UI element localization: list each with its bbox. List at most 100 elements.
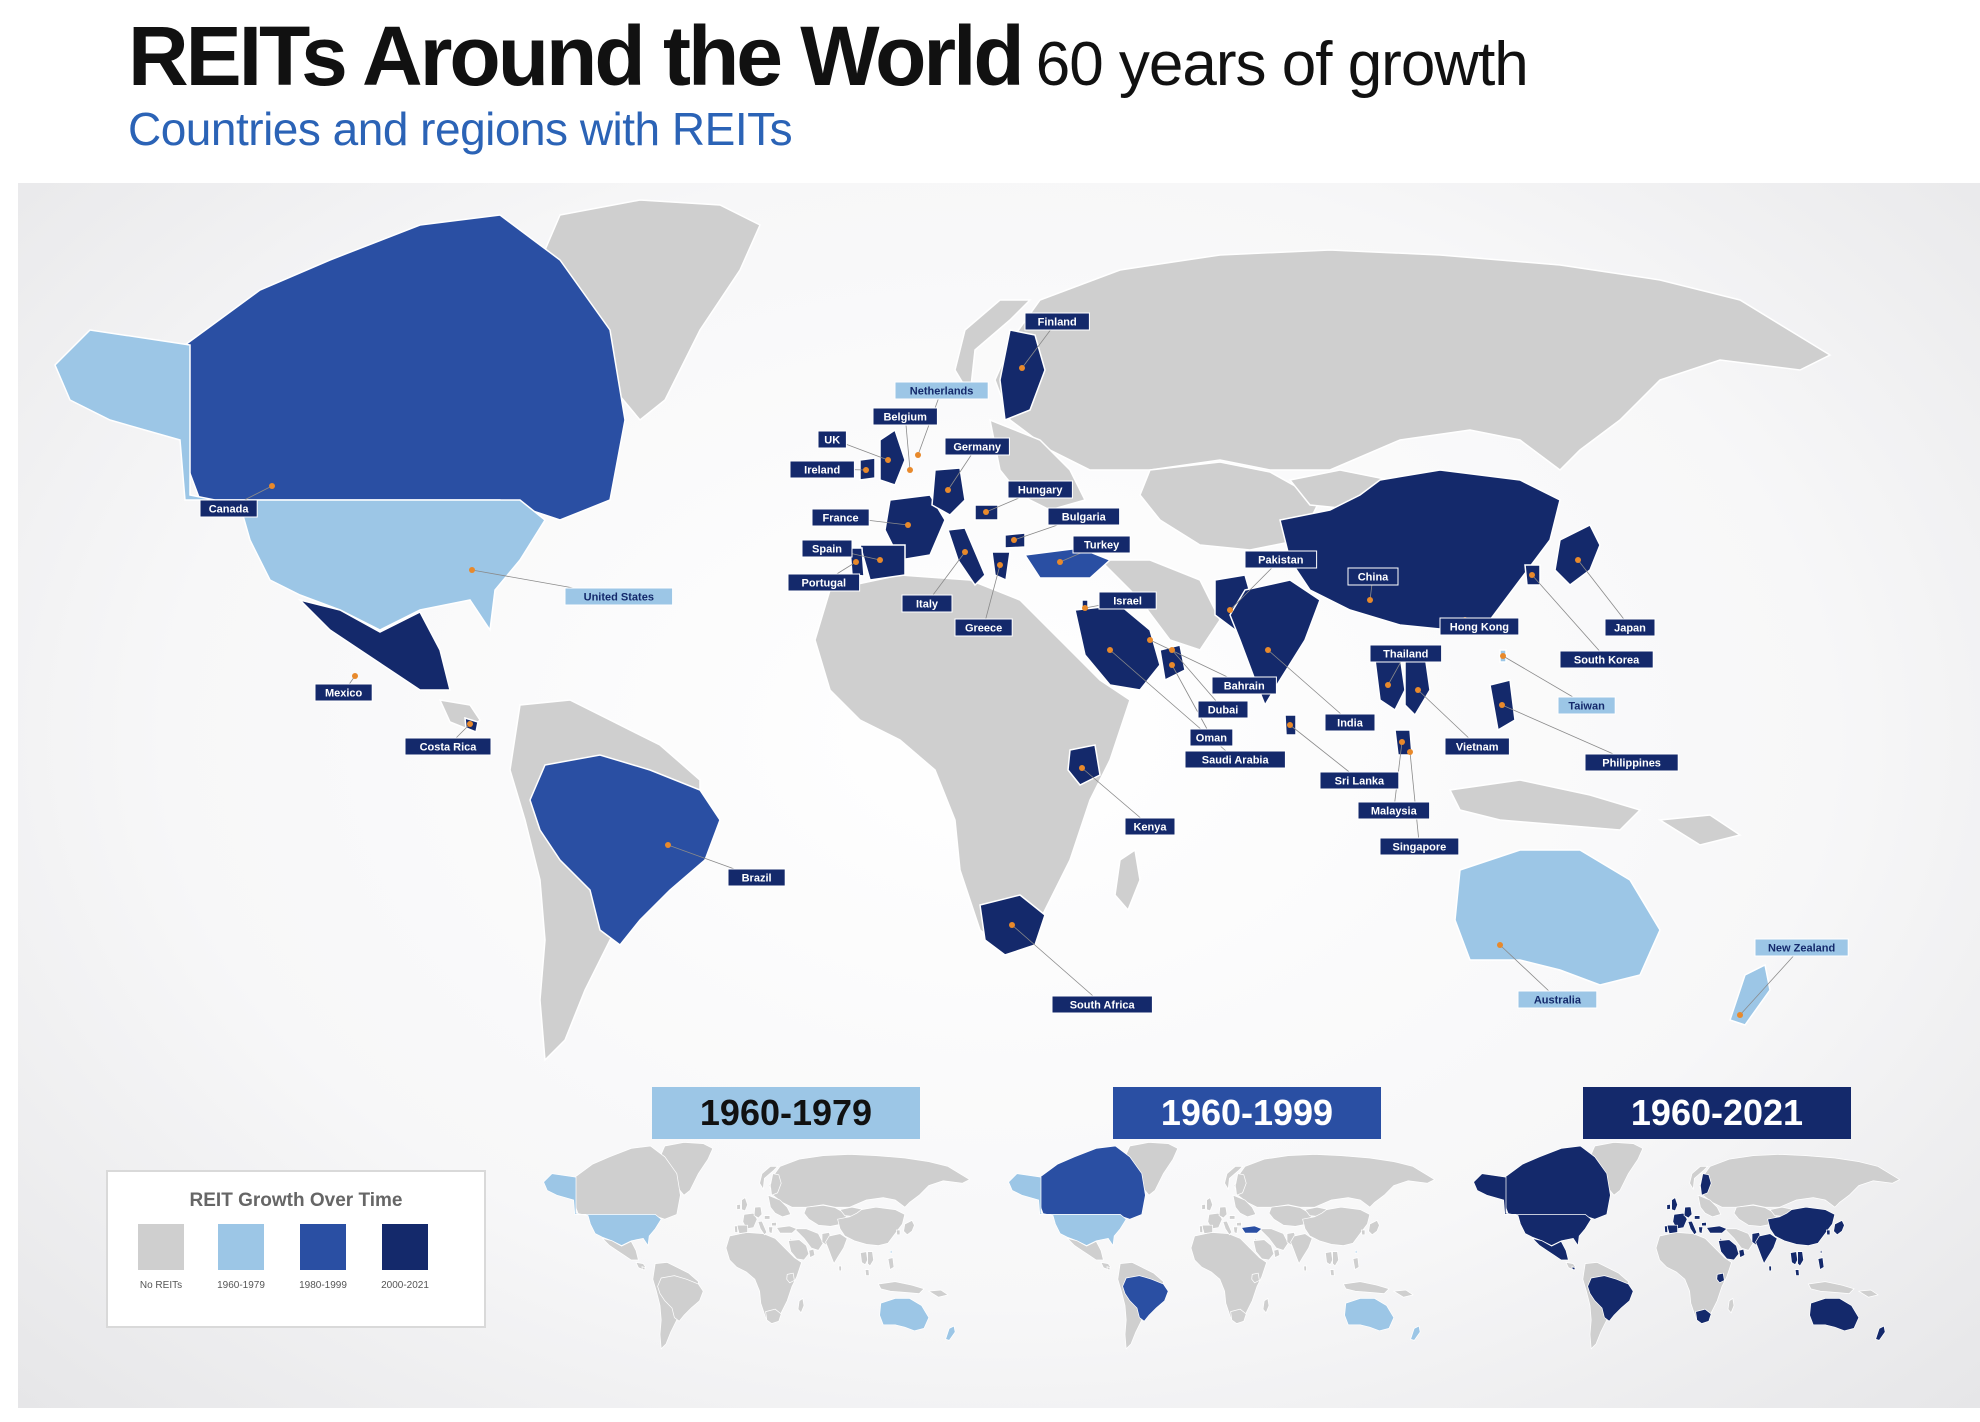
country-kenya <box>1067 744 1101 786</box>
pin-philippines <box>1499 702 1505 708</box>
pin-mexico <box>352 673 358 679</box>
pin-south-africa <box>1009 922 1015 928</box>
label-box-hong-kong <box>1439 617 1520 636</box>
label-box-singapore <box>1379 837 1460 856</box>
country-label-taiwan: Taiwan <box>1568 701 1605 713</box>
country-label-bahrain: Bahrain <box>1224 681 1265 693</box>
country-label-saudi-arabia: Saudi Arabia <box>1202 755 1270 767</box>
country-new-zealand <box>1729 963 1771 1026</box>
label-box-south-korea <box>1559 650 1654 669</box>
pin-canada <box>269 483 275 489</box>
leader-line-australia <box>1499 944 1558 1000</box>
pin-ireland <box>863 467 869 473</box>
country-japan <box>1554 523 1601 586</box>
label-box-brazil <box>727 868 786 887</box>
page-subtitle: Countries and regions with REITs <box>128 103 793 155</box>
label-box-germany <box>944 437 1010 456</box>
country-label-singapore: Singapore <box>1393 842 1447 854</box>
land-png <box>1657 814 1742 846</box>
country-label-china: China <box>1358 572 1389 584</box>
pin-china <box>1367 597 1373 603</box>
pin-singapore <box>1407 749 1413 755</box>
country-italy <box>946 527 986 587</box>
label-box-greece <box>954 618 1013 637</box>
page-title-suffix: 60 years of growth <box>1035 30 1529 99</box>
pin-israel <box>1082 605 1088 611</box>
label-box-turkey <box>1072 535 1131 554</box>
leader-line-greece <box>983 564 1001 628</box>
label-box-netherlands <box>894 381 989 400</box>
pin-turkey <box>1057 559 1063 565</box>
label-box-united-states <box>564 587 674 606</box>
period-header-1960-2021: 1960-2021 <box>1583 1087 1851 1139</box>
country-label-mexico: Mexico <box>325 688 363 700</box>
pin-oman <box>1169 662 1175 668</box>
pin-south-korea <box>1529 572 1535 578</box>
pin-layer <box>228 320 1802 1018</box>
label-box-kenya <box>1124 817 1176 836</box>
country-label-india: India <box>1337 718 1364 730</box>
leader-line-sri-lanka <box>1289 724 1360 781</box>
pin-netherlands <box>915 452 921 458</box>
pin-united-states <box>469 567 475 573</box>
country-label-dubai: Dubai <box>1208 705 1239 717</box>
label-box-china <box>1347 567 1399 586</box>
pin-greece <box>997 562 1003 568</box>
country-label-philippines: Philippines <box>1602 758 1661 770</box>
country-label-hong-kong: Hong Kong <box>1450 622 1509 634</box>
leader-line-oman <box>1171 664 1212 738</box>
label-box-malaysia <box>1357 801 1431 820</box>
country-label-turkey: Turkey <box>1084 540 1120 552</box>
legend-title: REIT Growth Over Time <box>189 1190 403 1211</box>
country-label-south-africa: South Africa <box>1070 1000 1136 1012</box>
pin-uk <box>885 457 891 463</box>
legend: REIT Growth Over Time No REITs 1960-1979… <box>106 1170 486 1328</box>
country-label-ireland: Ireland <box>804 465 840 477</box>
period-header-1960-1979: 1960-1979 <box>652 1087 920 1139</box>
country-united-states <box>54 329 546 633</box>
leader-line-philippines <box>1501 704 1632 763</box>
pin-sri-lanka <box>1287 722 1293 728</box>
label-box-canada <box>199 499 258 518</box>
label-box-belgium <box>872 407 938 426</box>
country-label-finland: Finland <box>1038 317 1077 329</box>
label-box-thailand <box>1369 644 1443 663</box>
label-box-india <box>1324 713 1376 732</box>
label-box-spain <box>801 539 853 558</box>
country-label-bulgaria: Bulgaria <box>1062 512 1107 524</box>
country-label-south-korea: South Korea <box>1574 655 1640 667</box>
label-box-oman <box>1189 728 1234 747</box>
land-seAsia <box>1448 779 1642 831</box>
pin-bahrain <box>1147 637 1153 643</box>
pin-belgium <box>907 467 913 473</box>
label-box-italy <box>901 594 953 613</box>
country-label-australia: Australia <box>1534 995 1582 1007</box>
land-layer <box>54 199 1832 1062</box>
country-label-oman: Oman <box>1196 733 1227 745</box>
country-label-vietnam: Vietnam <box>1456 742 1499 754</box>
label-box-bahrain <box>1211 676 1277 695</box>
legend-label: No REITs <box>139 1280 183 1291</box>
country-australia <box>1454 849 1661 986</box>
pin-finland <box>1019 365 1025 371</box>
country-france <box>884 494 946 561</box>
label-box-mexico <box>314 683 373 702</box>
country-label-france: France <box>823 513 859 525</box>
country-uk <box>879 428 906 486</box>
country-label-portugal: Portugal <box>801 578 846 590</box>
period-header-1960-1999: 1960-1999 <box>1113 1087 1381 1139</box>
land-madagascar <box>1114 848 1141 912</box>
country-spain <box>859 544 906 581</box>
country-china <box>1279 469 1561 631</box>
country-vietnam <box>1404 654 1431 717</box>
country-label-malaysia: Malaysia <box>1371 806 1418 818</box>
country-brazil <box>529 754 721 947</box>
pin-vietnam <box>1415 687 1421 693</box>
legend-swatch-1980-1999 <box>300 1224 346 1270</box>
country-label-uk: UK <box>824 435 840 447</box>
land-russia <box>994 249 1832 471</box>
label-box-pakistan <box>1244 550 1318 569</box>
label-layer: Canada United States Mexico Costa Rica Brazi… <box>199 312 1849 1014</box>
land-centralAsia <box>1139 461 1321 551</box>
